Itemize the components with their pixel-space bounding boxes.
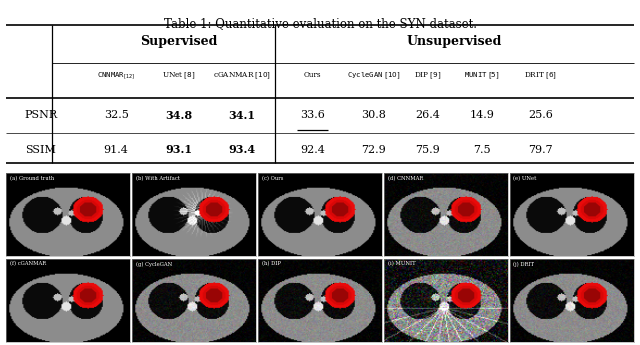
Text: 7.5: 7.5 <box>473 145 491 155</box>
Text: Supervised: Supervised <box>140 35 218 48</box>
Text: 93.1: 93.1 <box>165 144 193 155</box>
Text: (j) DRIT: (j) DRIT <box>513 262 534 267</box>
Text: (g) CycleGAN: (g) CycleGAN <box>136 262 172 267</box>
Text: (c) Ours: (c) Ours <box>262 176 283 181</box>
Text: 79.7: 79.7 <box>529 145 553 155</box>
Text: 75.9: 75.9 <box>415 145 440 155</box>
Text: $\mathtt{CycleGAN}$ $[10]$: $\mathtt{CycleGAN}$ $[10]$ <box>347 70 400 81</box>
Text: 25.6: 25.6 <box>529 110 553 120</box>
Text: (d) CNNMAR: (d) CNNMAR <box>388 176 423 181</box>
Text: 32.5: 32.5 <box>104 110 129 120</box>
Text: (b) With Artifact: (b) With Artifact <box>136 176 180 181</box>
Text: 26.4: 26.4 <box>415 110 440 120</box>
Text: (h) DIP: (h) DIP <box>262 262 280 267</box>
Text: 30.8: 30.8 <box>361 110 386 120</box>
Text: (f) cGANMAR: (f) cGANMAR <box>10 262 46 267</box>
Text: cGANMAR $[10]$: cGANMAR $[10]$ <box>212 70 271 81</box>
Text: 34.8: 34.8 <box>165 110 193 121</box>
Text: UNet $[8]$: UNet $[8]$ <box>162 70 196 81</box>
Text: 92.4: 92.4 <box>300 145 325 155</box>
Text: DRIT $[6]$: DRIT $[6]$ <box>524 70 557 81</box>
Text: 33.6: 33.6 <box>300 110 325 120</box>
Text: 93.4: 93.4 <box>228 144 255 155</box>
Text: DIP $[9]$: DIP $[9]$ <box>414 70 442 81</box>
Text: 34.1: 34.1 <box>228 110 255 121</box>
Text: 72.9: 72.9 <box>361 145 386 155</box>
Text: PSNR: PSNR <box>24 110 58 120</box>
Text: Ours: Ours <box>304 71 321 79</box>
Text: $\mathtt{CNNMAR}_{[12]}$: $\mathtt{CNNMAR}_{[12]}$ <box>97 70 135 80</box>
Text: $\mathtt{MUNIT}$ $[5]$: $\mathtt{MUNIT}$ $[5]$ <box>464 70 500 81</box>
Text: (a) Ground truth: (a) Ground truth <box>10 176 54 181</box>
Text: Unsupervised: Unsupervised <box>406 35 502 48</box>
Text: 14.9: 14.9 <box>469 110 494 120</box>
Text: (i) MUNIT: (i) MUNIT <box>388 262 415 267</box>
Text: 91.4: 91.4 <box>104 145 129 155</box>
Text: SSIM: SSIM <box>26 145 56 155</box>
Text: (e) UNet: (e) UNet <box>513 176 537 181</box>
Text: Table 1: Quantitative evaluation on the SYN dataset.: Table 1: Quantitative evaluation on the … <box>163 17 477 30</box>
